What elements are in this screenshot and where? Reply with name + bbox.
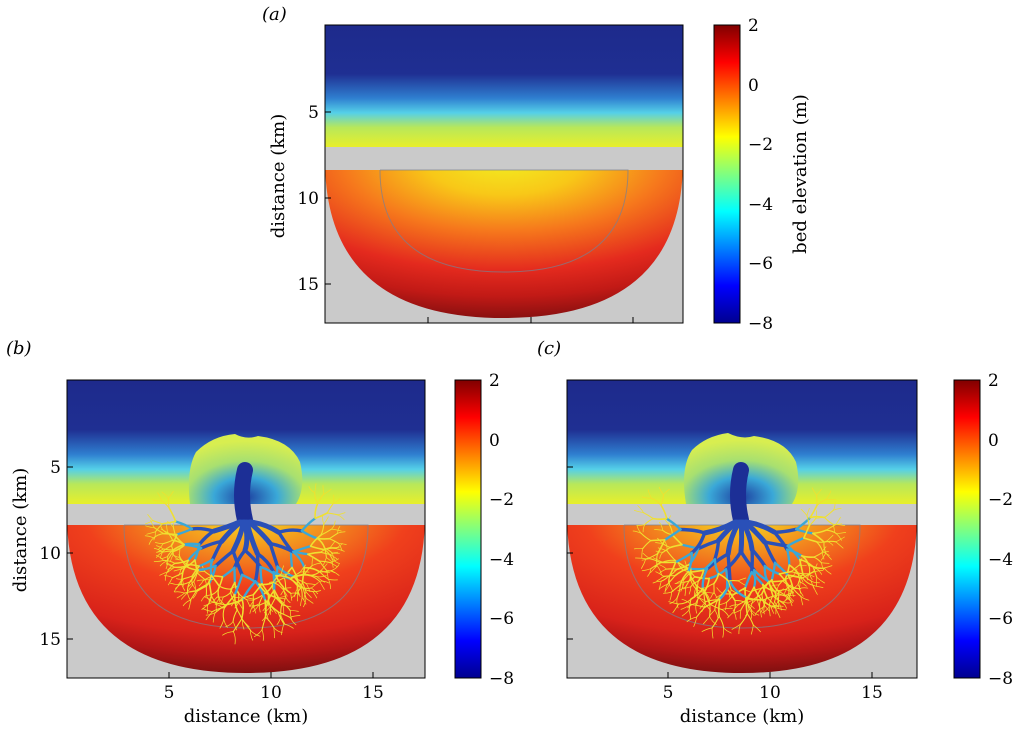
cbar-a-tick: −4 [748,195,773,215]
panel-b-colorbar-ticks: 2 0 −2 −4 −6 −8 [489,371,514,689]
panel-a-ylabel: distance (km) [268,114,289,239]
cbar-a-tick: 0 [748,76,759,96]
panel-b-heatmap: (b) 5 10 15 5 10 15 distance (km) distan… [6,338,514,727]
panel-c-colorbar-ticks: 2 0 −2 −4 −6 −8 [988,371,1013,689]
panel-a-ocean [325,25,683,147]
tidal-channel [741,522,742,552]
tidal-channel [651,540,665,541]
panel-b-label: (b) [6,338,32,359]
panel-c-heatmap: (c) 5 10 15 distance (km) 2 0 −2 −4 −6 −… [537,338,1013,727]
panel-b-xtick-label: 15 [362,683,384,703]
panel-c-xlabel: distance (km) [680,706,805,727]
cbar-c-tick: −8 [988,669,1013,689]
cbar-c-tick: 0 [988,431,999,451]
tidal-channel [754,570,755,587]
cbar-a-tick: 2 [748,16,759,36]
panel-a-colorbar-ticks: 2 0 −2 −4 −6 −8 [748,16,773,334]
cbar-a-tick: −2 [748,135,773,155]
cbar-b-tick: 0 [489,431,500,451]
inlet-channel [738,470,741,520]
panel-b-xlabel: distance (km) [184,706,309,727]
cbar-b-tick: −2 [489,490,514,510]
cbar-b-tick: −6 [489,609,514,629]
panel-c-xtick-label: 15 [861,683,883,703]
cbar-a-tick: −6 [748,254,773,274]
panel-a-heatmap: (a) 5 10 15 distance (km) 2 0 −2 −4 −6 −… [262,4,811,334]
tidal-channel [174,567,184,568]
panel-a-ytick-label: 5 [308,103,319,123]
panel-b-xtick-label: 10 [260,683,282,703]
panel-b-colorbar [455,380,481,678]
panel-c-xtick-label: 10 [759,683,781,703]
cbar-b-tick: 2 [489,371,500,391]
cbar-b-tick: −8 [489,669,514,689]
panel-a-ytick-label: 15 [297,275,319,295]
panel-c-label: (c) [537,338,561,359]
panel-a-label: (a) [262,4,287,25]
panel-b-ytick-label: 15 [39,630,61,650]
panel-c-barrier-right [764,504,917,523]
panel-c-barrier-left [567,504,718,523]
panel-a-colorbar [714,25,740,323]
cbar-c-tick: 2 [988,371,999,391]
panel-a-ytick-label: 10 [297,189,319,209]
inlet-channel [242,470,245,520]
panel-a-barrier-right [534,147,683,168]
tidal-channel [184,544,199,545]
panel-c-colorbar [954,380,980,678]
tidal-channel [245,522,247,550]
cbar-c-tick: −6 [988,609,1013,629]
tidal-channel [769,581,783,582]
tidal-channel [719,599,720,616]
cbar-b-tick: −4 [489,550,514,570]
panel-b-ylabel: distance (km) [10,468,31,593]
cbar-a-tick: −8 [748,314,773,334]
panel-a-colorbar-label: bed elevation (m) [790,94,811,254]
panel-b-barrier-left [67,504,222,523]
panel-b-ytick-label: 10 [39,544,61,564]
panel-c-xtick-label: 5 [663,683,674,703]
panel-b-xtick-label: 5 [164,683,175,703]
cbar-c-tick: −2 [988,490,1013,510]
cbar-c-tick: −4 [988,550,1013,570]
panel-b-barrier-right [268,504,425,523]
tidal-channel [728,554,730,582]
panel-b-ytick-label: 5 [50,458,61,478]
panel-a-barrier-left [325,147,474,168]
tidal-channel [653,519,667,520]
tidal-channel [164,534,177,535]
